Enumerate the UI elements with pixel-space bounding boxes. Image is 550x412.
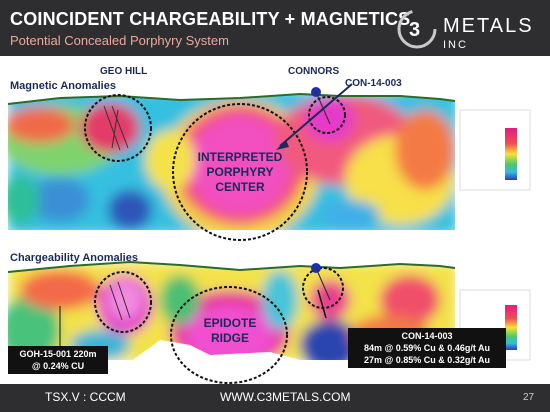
header-bar [0,0,550,56]
company-logo: 3 METALS INC [397,9,534,51]
geophysics-sections [7,83,531,384]
footer-bar [0,384,550,412]
ticker-symbol: TSX.V : CCCM [45,390,126,404]
chargeability-title: Chargeability Anomalies [10,252,138,264]
epidote-ridge-label: EPIDOTE RIDGE [203,316,257,345]
website-url[interactable]: WWW.C3METALS.COM [220,390,351,404]
svg-text:3: 3 [409,19,420,41]
connors-label: CONNORS [288,66,340,77]
logo-inc: INC [443,39,468,51]
con-callout: CON-14-003 84m @ 0.59% Cu & 0.46g/t Au 2… [348,328,506,368]
goh-callout: GOH-15-001 220m @ 0.24% CU [8,346,108,374]
logo-wordmark: METALS [443,15,534,37]
magnetic-title: Magnetic Anomalies [10,80,116,92]
page-number: 27 [523,392,535,403]
slide-title: COINCIDENT CHARGEABILITY + MAGNETICS [10,9,411,29]
porphyry-center-label: INTERPRETED PORPHYRY CENTER [197,150,283,194]
drillhole-label: CON-14-003 [345,78,402,89]
slide-subtitle: Potential Concealed Porphyry System [10,33,229,48]
geo-hill-label: GEO HILL [100,66,148,77]
